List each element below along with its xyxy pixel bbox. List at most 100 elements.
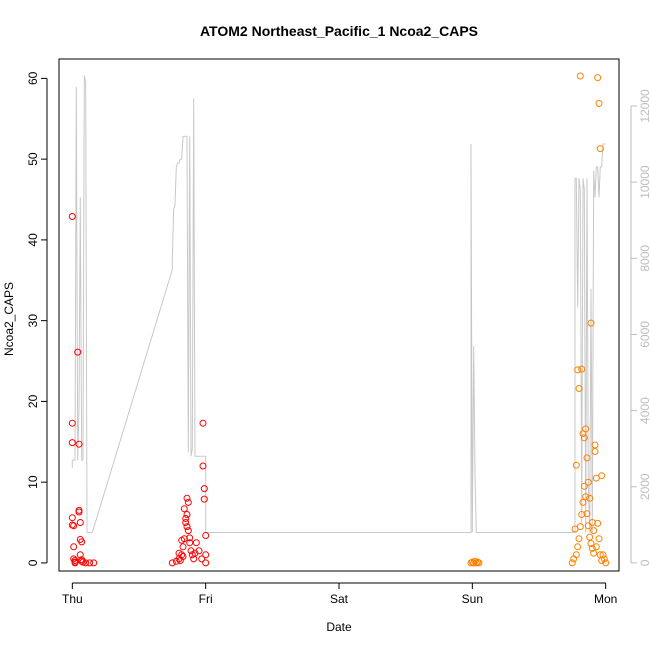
data-point xyxy=(574,366,582,374)
data-point xyxy=(82,559,90,567)
data-point xyxy=(591,448,599,455)
data-point xyxy=(190,555,198,563)
y-tick-label-right: 12000 xyxy=(638,89,650,123)
data-point xyxy=(68,213,76,220)
y-tick-label-right: 10000 xyxy=(638,165,650,199)
x-tick-label: Mon xyxy=(594,592,617,606)
data-point xyxy=(582,425,590,433)
y-tick-label-right: 4000 xyxy=(638,397,650,424)
data-point xyxy=(179,543,187,551)
data-point xyxy=(475,559,483,567)
data-point xyxy=(594,519,602,527)
chart-title: ATOM2 Northeast_Pacific_1 Ncoa2_CAPS xyxy=(200,23,478,39)
data-point xyxy=(586,494,594,502)
data-point xyxy=(186,539,194,547)
data-point xyxy=(587,540,595,547)
data-point xyxy=(199,419,207,427)
plot-area-frame xyxy=(58,58,620,572)
data-point xyxy=(572,461,580,469)
data-point xyxy=(595,535,603,543)
data-point xyxy=(68,521,76,529)
data-point xyxy=(183,523,191,531)
data-point xyxy=(70,522,78,530)
data-point xyxy=(90,559,98,567)
data-point xyxy=(200,485,208,493)
data-point xyxy=(576,523,584,531)
data-point xyxy=(598,557,606,564)
data-point xyxy=(575,535,583,543)
data-point xyxy=(192,539,200,547)
data-point xyxy=(596,145,604,153)
x-tick-label: Sun xyxy=(462,592,483,606)
x-tick-label: Sat xyxy=(330,592,349,606)
data-point xyxy=(202,532,210,539)
data-point xyxy=(590,549,598,557)
y-tick-label-right: 8000 xyxy=(638,245,650,272)
y-axis-right: 0 2000 4000 6000 8000 10000 12000 xyxy=(630,89,650,566)
data-point xyxy=(186,534,194,542)
data-point xyxy=(168,559,176,567)
points-layer xyxy=(68,72,610,567)
data-point xyxy=(580,434,588,442)
data-point xyxy=(467,559,475,567)
data-point xyxy=(574,543,582,551)
y-tick-label-right: 2000 xyxy=(638,473,650,500)
data-point xyxy=(68,514,76,522)
data-point xyxy=(68,419,76,427)
data-point xyxy=(586,533,594,541)
y-tick-label-left: 10 xyxy=(26,475,40,489)
data-point xyxy=(584,478,592,486)
data-point xyxy=(572,551,580,559)
data-point xyxy=(590,527,598,535)
data-point xyxy=(592,474,600,482)
x-axis-label: Date xyxy=(326,620,352,634)
x-axis: Thu Fri Sat Sun Mon xyxy=(62,582,617,606)
data-point xyxy=(71,559,79,567)
y-tick-label-left: 50 xyxy=(26,152,40,166)
data-point xyxy=(594,74,602,82)
data-point xyxy=(579,498,587,506)
data-point xyxy=(584,522,592,530)
line-series xyxy=(71,75,606,533)
y-tick-label-left: 20 xyxy=(26,394,40,408)
y-tick-label-right: 6000 xyxy=(638,321,650,348)
data-point xyxy=(595,99,603,107)
data-point xyxy=(587,319,595,327)
y-tick-label-left: 30 xyxy=(26,314,40,328)
data-point xyxy=(78,538,86,546)
data-point xyxy=(202,559,210,567)
data-point xyxy=(470,559,478,567)
data-point xyxy=(202,551,210,559)
x-tick-label: Thu xyxy=(62,592,83,606)
line-series-layer xyxy=(71,75,606,533)
data-point xyxy=(76,551,84,559)
y-tick-label-left: 0 xyxy=(26,559,40,566)
data-point xyxy=(86,559,94,567)
data-point xyxy=(176,557,184,564)
y-tick-label-left: 60 xyxy=(26,71,40,85)
data-point xyxy=(576,72,584,80)
data-point xyxy=(200,495,208,503)
data-point xyxy=(78,557,86,565)
data-point xyxy=(182,515,190,522)
data-point xyxy=(74,348,82,356)
data-point xyxy=(588,544,596,552)
data-point xyxy=(575,385,583,392)
data-point xyxy=(182,519,190,526)
y-axis-label: Ncoa2_CAPS xyxy=(2,282,16,356)
y-axis-left: 0 10 20 30 40 50 60 xyxy=(26,71,48,566)
data-point xyxy=(68,439,76,447)
data-point xyxy=(183,511,191,518)
data-point xyxy=(70,555,78,563)
data-point xyxy=(180,505,188,513)
data-point xyxy=(75,440,83,448)
data-point xyxy=(184,527,192,535)
data-point xyxy=(199,462,207,470)
data-point xyxy=(580,482,588,490)
y-tick-label-right: 0 xyxy=(638,559,650,566)
data-point xyxy=(472,559,480,567)
data-point xyxy=(198,555,206,563)
data-point xyxy=(178,536,186,544)
data-point xyxy=(76,519,84,526)
data-point xyxy=(183,494,191,502)
